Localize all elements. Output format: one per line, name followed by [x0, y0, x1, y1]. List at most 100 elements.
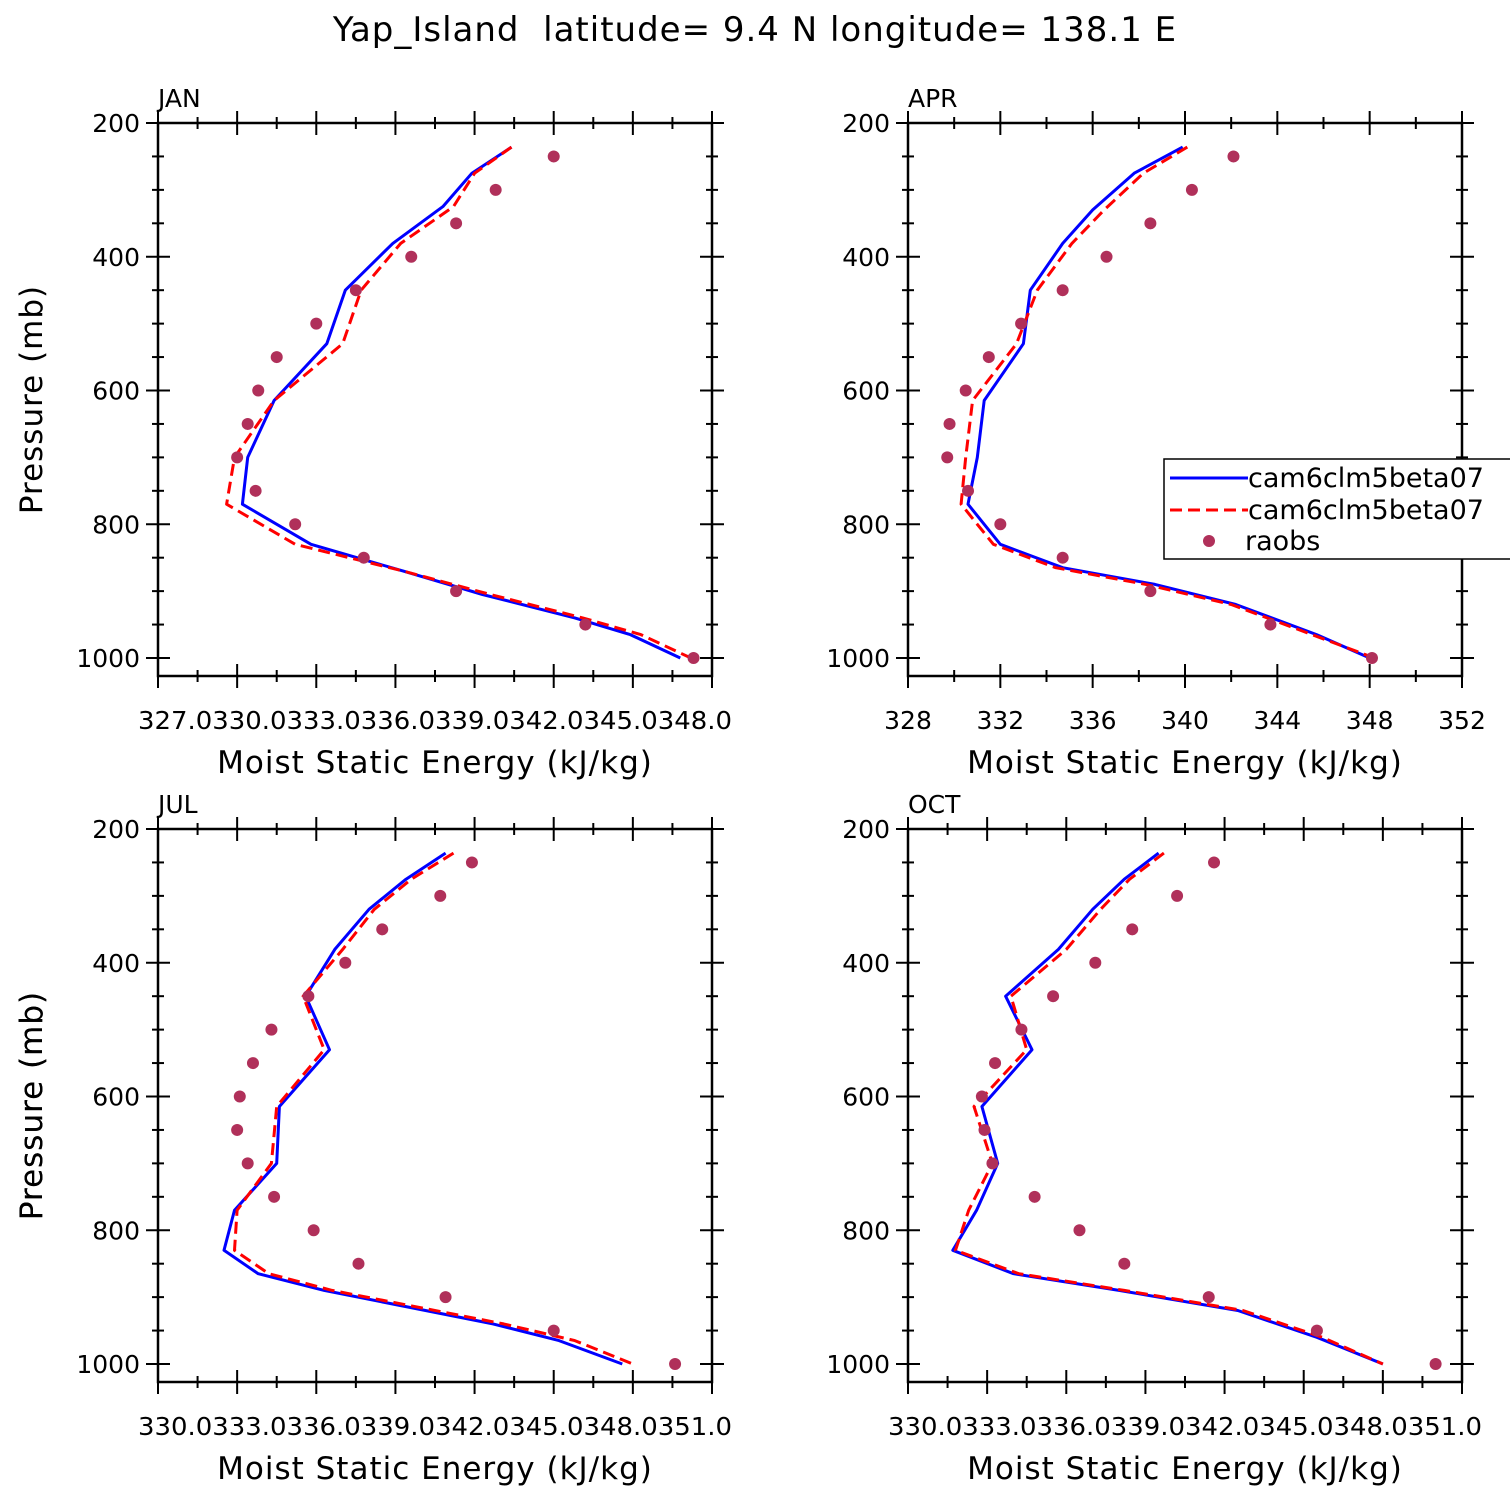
raobs-point: [1144, 217, 1157, 230]
raobs-point: [1089, 956, 1102, 969]
panel-jul: 200 400 600 800 1000 330.0333.0336.0339.0342.…: [14, 790, 732, 1487]
plot-frame: [156, 121, 714, 678]
raobs-point: [352, 1257, 365, 1270]
raobs-point: [241, 1157, 254, 1170]
raobs-point: [986, 1157, 999, 1170]
raobs-point: [982, 351, 995, 364]
raobs-point: [1144, 585, 1157, 598]
y-tick-label: 1000: [826, 1350, 890, 1379]
raobs-point: [246, 1057, 259, 1070]
raobs-point: [943, 417, 956, 430]
raobs-point: [434, 889, 447, 902]
y-tick-label: 600: [842, 377, 890, 406]
model-line-solid: [222, 851, 623, 1366]
raobs-point: [310, 317, 323, 330]
raobs-point: [994, 518, 1007, 531]
raobs-point: [959, 384, 972, 397]
y-tick-label: 200: [92, 109, 140, 138]
raobs-point: [1429, 1358, 1442, 1370]
raobs-point: [349, 284, 362, 297]
raobs-point: [1056, 551, 1069, 564]
x-axis-label: Moist Static Energy (kJ/kg): [967, 745, 1403, 781]
legend-entry: cam6clm5beta07: [1248, 495, 1484, 526]
raobs-point: [962, 484, 975, 497]
y-tick-label: 600: [92, 1083, 140, 1112]
legend-box: [1163, 458, 1510, 560]
raobs-point: [989, 1057, 1002, 1070]
raobs-point: [405, 250, 418, 263]
raobs-point: [687, 652, 700, 664]
raobs-point: [1202, 1291, 1215, 1304]
raobs-point: [669, 1358, 682, 1370]
figure-title: Yap_Island latitude= 9.4 N longitude= 13…: [332, 10, 1178, 50]
raobs-point: [265, 1023, 278, 1036]
raobs-point: [270, 351, 283, 364]
raobs-point: [268, 1190, 281, 1203]
y-tick-label: 400: [842, 243, 890, 272]
raobs-point: [1126, 923, 1139, 936]
legend-entry: raobs: [1245, 526, 1320, 557]
raobs-point: [978, 1123, 991, 1136]
raobs-point: [1100, 250, 1113, 263]
raobs-point: [1171, 889, 1184, 902]
model-line-dashed: [954, 851, 1384, 1366]
legend-entry: cam6clm5beta07: [1248, 463, 1484, 494]
raobs-point: [1264, 618, 1277, 631]
x-tick-label: 328: [884, 706, 932, 735]
panel-title: OCT: [908, 790, 961, 819]
raobs-point: [1185, 183, 1198, 196]
raobs-point: [1208, 856, 1221, 869]
model-line-solid: [951, 851, 1384, 1366]
y-tick-label: 400: [92, 243, 140, 272]
raobs-point: [357, 551, 370, 564]
panel-oct: 200 400 600 800 1000 330.0333.0336.0339.0342.…: [14, 790, 1482, 1487]
raobs-point: [1073, 1224, 1086, 1237]
y-tick-label: 800: [842, 1216, 890, 1245]
raobs-point: [1118, 1257, 1131, 1270]
raobs-point: [1015, 317, 1028, 330]
raobs-point: [231, 451, 244, 464]
panel-jan: 200 400 600 800 1000 327.0330.0333.0336.0339.…: [14, 84, 732, 781]
raobs-point: [302, 990, 315, 1003]
x-axis-label: Moist Static Energy (kJ/kg): [967, 1451, 1403, 1487]
y-tick-label: 1000: [826, 644, 890, 673]
y-tick-label: 200: [842, 109, 890, 138]
y-tick-label: 600: [92, 377, 140, 406]
panel-title: APR: [908, 84, 958, 113]
raobs-point: [231, 1123, 244, 1136]
raobs-point: [579, 618, 592, 631]
raobs-point: [1047, 990, 1060, 1003]
x-axis-label: Moist Static Energy (kJ/kg): [217, 745, 653, 781]
y-tick-label: 1000: [76, 1350, 140, 1379]
x-tick-label: 332: [976, 706, 1024, 735]
x-tick-labels: 330.0333.0336.0339.0342.0345.0348.0351.0: [138, 1412, 732, 1441]
plot-frame: [156, 827, 714, 1384]
raobs-point: [252, 384, 265, 397]
raobs-point: [1227, 150, 1240, 163]
raobs-point: [450, 217, 463, 230]
x-tick-label: 340: [1161, 706, 1209, 735]
raobs-point: [376, 923, 389, 936]
x-tick-labels: 330.0333.0336.0339.0342.0345.0348.0351.0: [888, 1412, 1482, 1441]
raobs-point: [941, 451, 954, 464]
panel-apr: 200 400 600 800 1000 328 332 336 340 344 348 352 Moi…: [826, 84, 1485, 781]
raobs-point: [1310, 1324, 1323, 1337]
x-tick-label: 344: [1253, 706, 1301, 735]
raobs-point: [489, 183, 502, 196]
raobs-point: [339, 956, 352, 969]
model-line-solid: [240, 145, 681, 660]
raobs-point: [450, 585, 463, 598]
y-axis-label: Pressure (mb): [14, 991, 50, 1220]
legend-marker-raobs: [1203, 535, 1215, 547]
x-tick-label: 352: [1438, 706, 1486, 735]
raobs-point: [307, 1224, 320, 1237]
model-line-dashed: [233, 851, 634, 1366]
raobs-point: [1015, 1023, 1028, 1036]
raobs-point: [249, 484, 262, 497]
raobs-point: [1028, 1190, 1041, 1203]
plot-frame: [906, 827, 1464, 1384]
model-line-dashed: [959, 145, 1375, 660]
y-tick-label: 800: [842, 510, 890, 539]
